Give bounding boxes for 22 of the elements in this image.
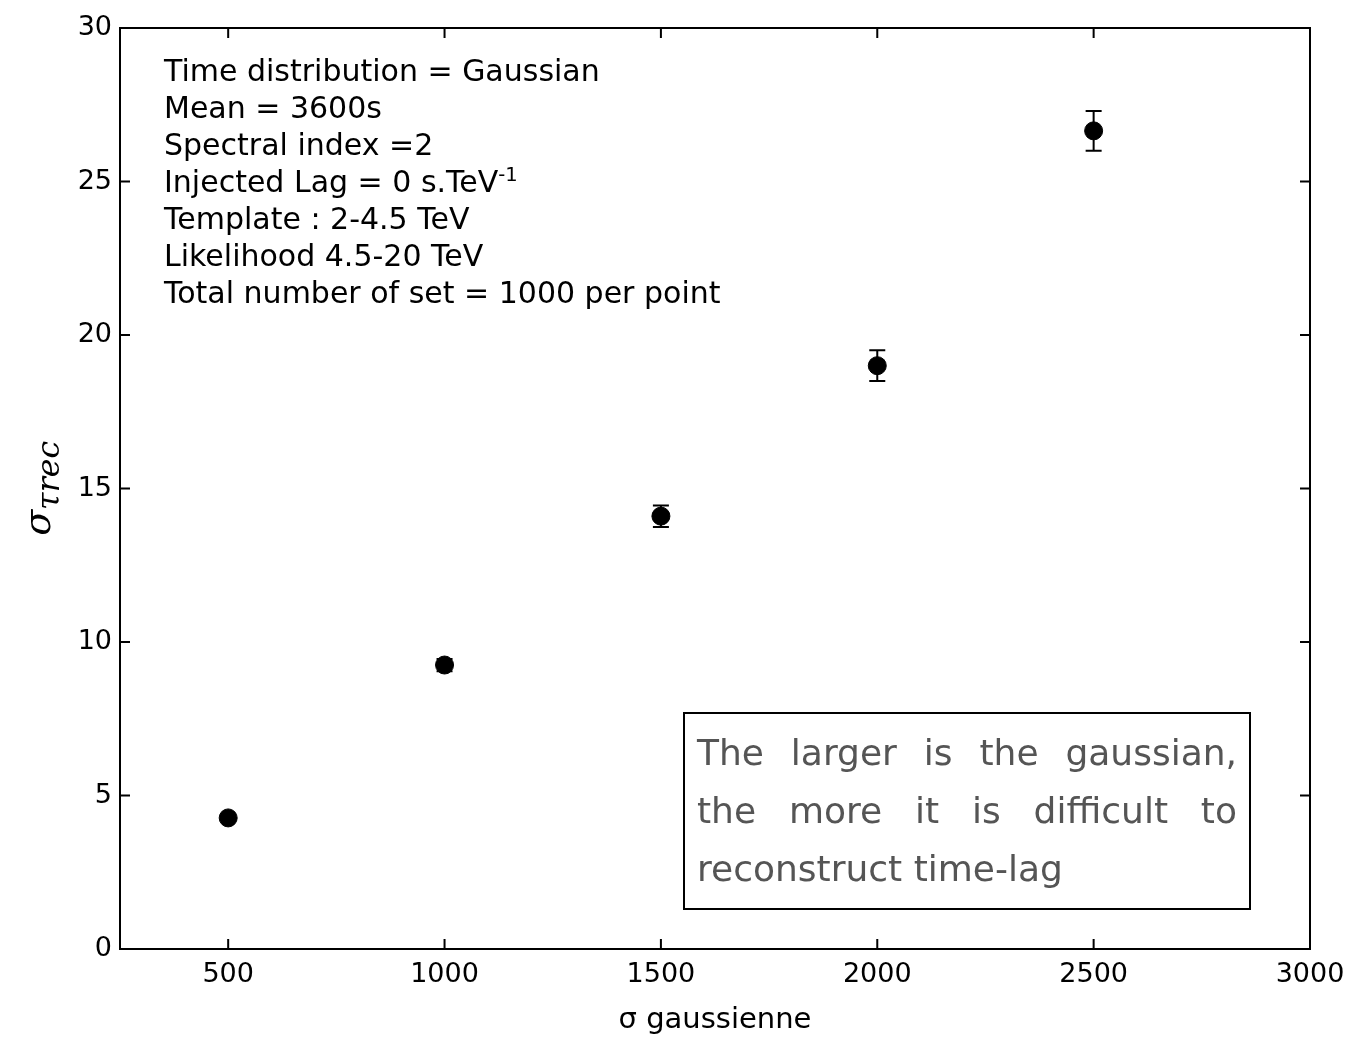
x-tick-label: 3000 (1275, 957, 1345, 989)
y-tick-label: 20 (77, 317, 112, 349)
annotation: Injected Lag = 0 s.TeV$^{-1}$ (164, 163, 518, 200)
x-tick-label: 2500 (1059, 957, 1128, 989)
x-tick-label: 500 (202, 957, 254, 989)
annotation: Mean = 3600s (164, 90, 382, 126)
annotation: The larger is the gaussian, the more it is difficult to reconstruct time-lag (683, 712, 1251, 910)
annotation: Likelihood 4.5-20 TeV (164, 238, 484, 274)
y-tick-label: 0 (94, 931, 112, 963)
y-tick-label: 15 (77, 470, 112, 502)
annotation: Time distribution = Gaussian (164, 53, 600, 89)
x-tick-label: 2000 (842, 957, 912, 989)
annotation: Spectral index =2 (164, 127, 434, 163)
y-tick-label: 5 (94, 777, 112, 809)
x-tick-label: 1500 (626, 957, 696, 989)
x-axis-title: σ gaussienne (618, 1001, 812, 1036)
y-tick-label: 30 (77, 10, 112, 42)
y-tick-label: 25 (77, 163, 112, 195)
y-tick-label: 10 (77, 624, 112, 656)
annotation: Total number of set = 1000 per point (164, 275, 721, 311)
x-tick-label: 1000 (410, 957, 479, 989)
annotation: Template : 2-4.5 TeV (164, 201, 470, 237)
